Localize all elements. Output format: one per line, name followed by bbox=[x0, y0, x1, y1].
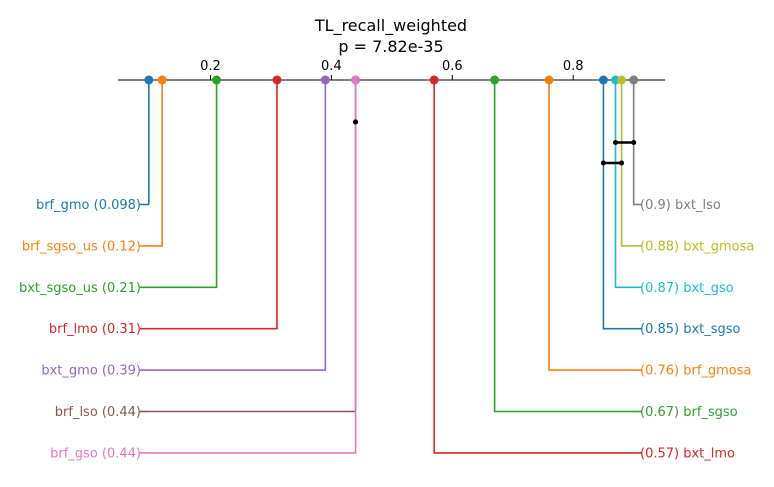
clique-endpoint bbox=[353, 119, 359, 125]
method-label: (0.88) bxt_gmosa bbox=[640, 239, 754, 254]
method-connectors bbox=[140, 80, 642, 454]
method-label: brf_lmo (0.31) bbox=[49, 322, 141, 337]
method-label: (0.85) bxt_sgso bbox=[640, 322, 741, 337]
method-marker bbox=[157, 75, 167, 85]
method-label: brf_gmo (0.098) bbox=[36, 198, 141, 213]
method-marker bbox=[490, 75, 500, 85]
connector-line bbox=[149, 80, 327, 371]
connector-line bbox=[493, 80, 633, 413]
chart-subtitle: p = 7.82e-35 bbox=[338, 37, 443, 56]
method-marker bbox=[320, 75, 330, 85]
method-label: (0.9) bxt_lso bbox=[640, 198, 721, 213]
method-label: (0.87) bxt_gso bbox=[640, 281, 734, 296]
method-label: brf_sgso_us (0.12) bbox=[22, 239, 141, 254]
method-marker bbox=[617, 75, 627, 85]
connector-line bbox=[614, 80, 633, 289]
method-label: (0.57) bxt_lmo bbox=[640, 446, 735, 461]
method-label: (0.76) brf_gmosa bbox=[640, 364, 752, 379]
axis-tick-label: 0.6 bbox=[442, 59, 463, 74]
axis-tick-label: 0.4 bbox=[321, 59, 342, 74]
method-marker bbox=[598, 75, 608, 85]
connector-line bbox=[620, 80, 633, 247]
method-marker bbox=[272, 75, 282, 85]
method-marker bbox=[629, 75, 639, 85]
clique-endpoint bbox=[631, 140, 637, 145]
connector-line bbox=[149, 80, 218, 289]
method-label: brf_gso (0.44) bbox=[50, 446, 141, 461]
connector-line bbox=[149, 80, 163, 247]
clique-bars bbox=[353, 119, 637, 166]
method-marker bbox=[351, 75, 361, 85]
connector-line bbox=[602, 80, 633, 330]
method-label: bxt_gmo (0.39) bbox=[41, 364, 141, 379]
method-marker bbox=[544, 75, 554, 85]
method-label: brf_lso (0.44) bbox=[55, 405, 141, 420]
connector-line bbox=[149, 80, 278, 330]
method-marker bbox=[429, 75, 439, 85]
method-label: (0.67) brf_sgso bbox=[640, 405, 738, 420]
method-label: bxt_sgso_us (0.21) bbox=[19, 281, 141, 296]
method-marker bbox=[212, 75, 222, 85]
axis-tick-label: 0.8 bbox=[563, 59, 584, 74]
connector-line bbox=[548, 80, 633, 371]
connector-line bbox=[149, 80, 357, 454]
axis-ticks: 0.2 0.4 0.6 0.8 bbox=[200, 59, 584, 80]
axis-tick-label: 0.2 bbox=[200, 59, 221, 74]
clique-endpoint bbox=[600, 160, 606, 166]
chart-title: TL_recall_weighted bbox=[314, 16, 467, 36]
method-marker bbox=[144, 75, 154, 85]
clique-endpoint bbox=[613, 140, 619, 145]
connector-line bbox=[433, 80, 633, 454]
method-markers bbox=[144, 75, 639, 85]
clique-endpoint bbox=[619, 160, 625, 166]
method-labels: brf_gmo (0.098) brf_sgso_us (0.12) bxt_sgs… bbox=[19, 198, 754, 461]
